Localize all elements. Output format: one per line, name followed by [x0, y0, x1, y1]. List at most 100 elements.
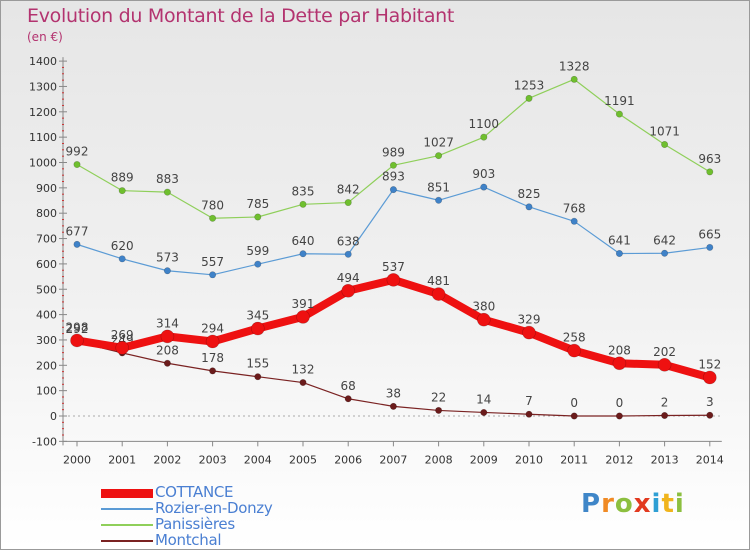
x-tick-label: 2012: [605, 453, 633, 466]
data-label: 329: [518, 313, 541, 327]
x-tick-label: 2013: [651, 453, 679, 466]
data-label: 202: [653, 345, 676, 359]
data-point: [160, 329, 175, 344]
data-point: [661, 141, 669, 149]
data-label: 7: [525, 394, 533, 408]
data-point: [73, 240, 81, 248]
data-label: 294: [201, 321, 224, 335]
y-tick-label: 700: [36, 233, 57, 246]
data-label: 780: [201, 198, 224, 212]
data-label: 132: [292, 363, 315, 377]
data-label: 38: [386, 386, 401, 400]
data-label: 1027: [423, 136, 454, 150]
data-point: [570, 412, 578, 420]
data-point: [706, 243, 714, 251]
data-point: [702, 370, 717, 385]
legend-swatch: [101, 508, 153, 510]
data-point: [657, 357, 672, 372]
data-label: 557: [201, 255, 224, 269]
y-tick-label: 400: [36, 309, 57, 322]
data-point: [163, 188, 171, 196]
data-point: [209, 367, 217, 375]
x-tick-label: 2009: [470, 453, 498, 466]
x-tick-label: 2001: [108, 453, 136, 466]
data-point: [706, 168, 714, 176]
x-tick-label: 2010: [515, 453, 543, 466]
data-point: [299, 379, 307, 387]
legend-label: Panissières: [155, 515, 235, 533]
data-point: [522, 325, 536, 340]
logo-letter: i: [651, 489, 662, 519]
data-label: 642: [653, 233, 676, 247]
data-point: [435, 196, 443, 204]
x-tick-label: 2002: [153, 453, 181, 466]
y-tick-label: 1200: [29, 106, 57, 119]
data-label: 2: [661, 395, 669, 409]
data-label: 842: [337, 183, 360, 197]
y-tick-label: 100: [36, 385, 57, 398]
y-tick-label: 1300: [29, 80, 57, 93]
data-point: [73, 161, 81, 169]
data-label: 22: [431, 390, 446, 404]
data-point: [341, 283, 356, 298]
legend-swatch: [101, 540, 153, 542]
data-label: 889: [111, 171, 134, 185]
data-label: 641: [608, 234, 631, 248]
x-tick-label: 2000: [63, 453, 91, 466]
y-tick-label: 900: [36, 182, 57, 195]
legend-swatch: [101, 488, 153, 498]
data-point: [706, 411, 714, 419]
logo-letter: t: [661, 489, 675, 519]
data-point: [525, 410, 533, 418]
data-point: [567, 343, 582, 358]
data-point: [389, 161, 397, 169]
data-label: 768: [563, 201, 586, 215]
data-point: [205, 334, 220, 349]
legend-label: Montchal: [155, 531, 222, 549]
data-point: [431, 287, 446, 301]
unit-label: (en €): [27, 30, 63, 44]
logo-letter: i: [674, 489, 685, 519]
data-point: [661, 249, 669, 257]
data-label: 178: [201, 351, 224, 365]
data-point: [389, 402, 397, 410]
data-label: 14: [476, 392, 491, 406]
legend-swatch: [101, 524, 153, 526]
data-label: 677: [66, 224, 89, 238]
data-label: 494: [337, 271, 360, 285]
data-label: 208: [156, 343, 179, 357]
data-point: [435, 406, 443, 414]
data-point: [344, 395, 352, 403]
data-point: [661, 411, 669, 419]
data-point: [115, 341, 129, 355]
logo-letter: o: [614, 489, 634, 519]
data-label: 1253: [514, 78, 545, 92]
data-label: 0: [616, 396, 624, 410]
y-tick-label: 600: [36, 258, 57, 271]
data-point: [615, 250, 623, 258]
x-tick-label: 2014: [696, 453, 724, 466]
y-tick-label: 500: [36, 283, 57, 296]
x-tick-label: 2007: [379, 453, 407, 466]
x-tick-label: 2004: [244, 453, 272, 466]
data-label: 314: [156, 316, 179, 330]
data-point: [476, 312, 491, 327]
logo-letter: r: [601, 489, 615, 519]
y-tick-label: 300: [36, 334, 57, 347]
data-point: [296, 310, 310, 324]
data-point: [344, 199, 352, 207]
data-label: 893: [382, 170, 405, 184]
data-point: [615, 110, 623, 118]
x-tick-label: 2011: [560, 453, 588, 466]
data-point: [209, 214, 217, 222]
data-point: [480, 183, 488, 191]
data-label: 68: [341, 379, 356, 393]
data-point: [344, 250, 352, 258]
data-label: 0: [570, 396, 578, 410]
data-label: 825: [518, 187, 541, 201]
data-point: [525, 94, 533, 102]
data-point: [209, 271, 217, 279]
data-point: [250, 321, 265, 336]
